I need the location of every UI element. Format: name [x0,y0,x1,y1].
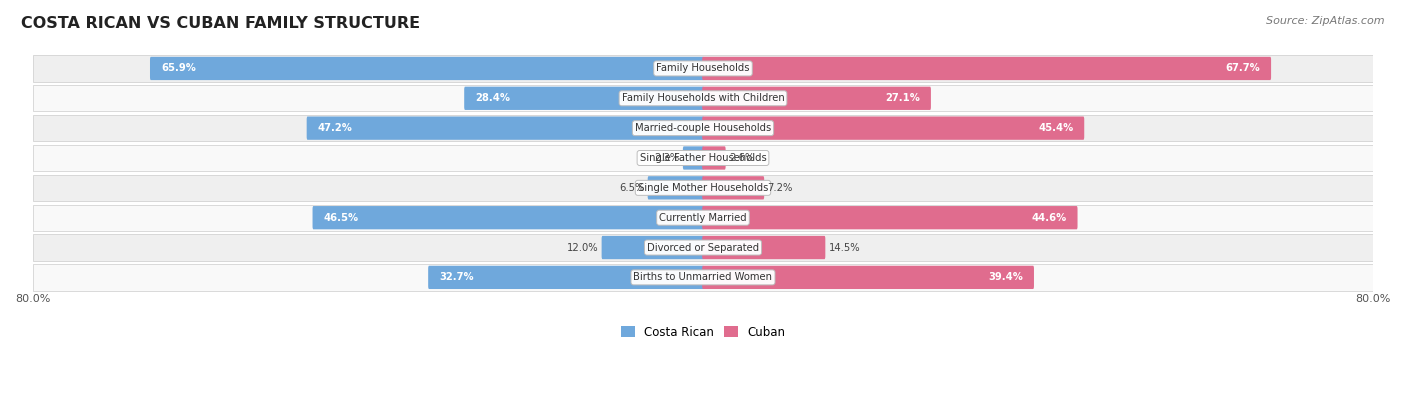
FancyBboxPatch shape [702,57,1271,80]
Bar [32,85,1374,111]
FancyBboxPatch shape [429,266,704,289]
FancyBboxPatch shape [702,147,725,169]
Bar [32,175,1374,201]
Bar [32,264,1374,290]
FancyBboxPatch shape [312,206,704,229]
FancyBboxPatch shape [464,87,704,110]
FancyBboxPatch shape [702,87,931,110]
FancyBboxPatch shape [683,147,704,169]
Text: Family Households: Family Households [657,64,749,73]
Text: 46.5%: 46.5% [323,213,359,223]
Text: 44.6%: 44.6% [1032,213,1067,223]
FancyBboxPatch shape [702,266,1033,289]
Text: Family Households with Children: Family Households with Children [621,93,785,103]
Text: Currently Married: Currently Married [659,213,747,223]
Text: 47.2%: 47.2% [318,123,353,133]
FancyBboxPatch shape [702,206,1077,229]
FancyBboxPatch shape [150,57,704,80]
Text: Births to Unmarried Women: Births to Unmarried Women [634,273,772,282]
Text: 28.4%: 28.4% [475,93,510,103]
Text: 2.6%: 2.6% [728,153,755,163]
FancyBboxPatch shape [307,117,704,140]
Text: 39.4%: 39.4% [988,273,1024,282]
Text: Divorced or Separated: Divorced or Separated [647,243,759,252]
Bar [32,145,1374,171]
FancyBboxPatch shape [702,117,1084,140]
Bar [32,234,1374,261]
FancyBboxPatch shape [602,236,704,259]
Text: COSTA RICAN VS CUBAN FAMILY STRUCTURE: COSTA RICAN VS CUBAN FAMILY STRUCTURE [21,16,420,31]
Bar [32,115,1374,141]
Text: 14.5%: 14.5% [828,243,860,252]
FancyBboxPatch shape [648,176,704,199]
Text: 67.7%: 67.7% [1226,64,1260,73]
Text: Married-couple Households: Married-couple Households [636,123,770,133]
Text: 80.0%: 80.0% [1355,294,1391,304]
Legend: Costa Rican, Cuban: Costa Rican, Cuban [616,321,790,343]
Text: 2.3%: 2.3% [654,153,679,163]
Bar [32,205,1374,231]
Text: 27.1%: 27.1% [886,93,920,103]
Text: Single Mother Households: Single Mother Households [638,183,768,193]
Text: 12.0%: 12.0% [567,243,599,252]
Text: 80.0%: 80.0% [15,294,51,304]
FancyBboxPatch shape [702,176,765,199]
Text: 7.2%: 7.2% [768,183,793,193]
Text: 32.7%: 32.7% [439,273,474,282]
Text: Single Father Households: Single Father Households [640,153,766,163]
Text: 65.9%: 65.9% [160,64,195,73]
Bar [32,55,1374,82]
Text: 45.4%: 45.4% [1038,123,1073,133]
Text: 6.5%: 6.5% [619,183,644,193]
FancyBboxPatch shape [702,236,825,259]
Text: Source: ZipAtlas.com: Source: ZipAtlas.com [1267,16,1385,26]
